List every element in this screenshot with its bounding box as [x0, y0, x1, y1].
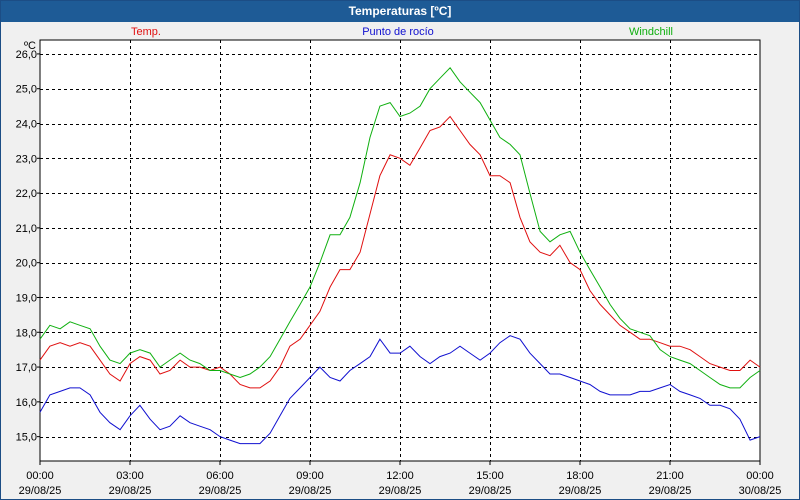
x-tick-time: 12:00 [386, 470, 414, 482]
x-tick-date: 29/08/25 [559, 485, 602, 497]
y-axis-unit: ºC [24, 40, 36, 52]
x-tick-date: 29/08/25 [109, 485, 152, 497]
legend-item-windchill: Windchill [629, 26, 673, 38]
x-tick-date: 29/08/25 [469, 485, 512, 497]
y-axis-ticks: 15,0 16,0 17,0 18,0 19,0 20,0 21,0 22,0 23,0 24,0… [16, 49, 40, 444]
series-line-1 [39, 335, 761, 445]
series-line-0 [39, 115, 761, 389]
y-tick-label: 26,0 [16, 49, 37, 61]
x-tick-date: 29/08/25 [199, 485, 242, 497]
x-tick-time: 00:00 [26, 470, 54, 482]
x-tick-date: 29/08/25 [289, 485, 332, 497]
y-tick-label: 18,0 [16, 327, 37, 339]
x-axis-ticks: 00:00 29/08/25 03:00 29/08/25 06:00 29/08/25 0… [19, 461, 782, 497]
x-tick-time: 06:00 [206, 470, 234, 482]
x-tick-date: 29/08/25 [379, 485, 422, 497]
series-line-2 [39, 67, 761, 389]
x-tick-time: 00:00 [746, 470, 774, 482]
y-tick-label: 24,0 [16, 119, 37, 131]
x-tick-time: 21:00 [656, 470, 684, 482]
y-tick-label: 25,0 [16, 84, 37, 96]
grid-lines [40, 40, 760, 461]
y-tick-label: 16,0 [16, 397, 37, 409]
y-tick-label: 20,0 [16, 258, 37, 270]
x-tick-date: 30/08/25 [739, 485, 782, 497]
legend-item-dew-point: Punto de rocío [362, 26, 434, 38]
series-layer [39, 67, 761, 445]
x-tick-date: 29/08/25 [649, 485, 692, 497]
x-tick-time: 15:00 [476, 470, 504, 482]
x-tick-date: 29/08/25 [19, 485, 62, 497]
x-tick-time: 09:00 [296, 470, 324, 482]
y-tick-label: 17,0 [16, 362, 37, 374]
x-tick-time: 18:00 [566, 470, 594, 482]
chart-title: Temperaturas [ºC] [1, 1, 799, 22]
y-tick-label: 22,0 [16, 188, 37, 200]
x-tick-time: 03:00 [116, 470, 144, 482]
y-tick-label: 21,0 [16, 223, 37, 235]
legend-item-temp: Temp. [131, 26, 161, 38]
y-tick-label: 19,0 [16, 292, 37, 304]
y-tick-label: 15,0 [16, 432, 37, 444]
y-tick-label: 23,0 [16, 153, 37, 165]
